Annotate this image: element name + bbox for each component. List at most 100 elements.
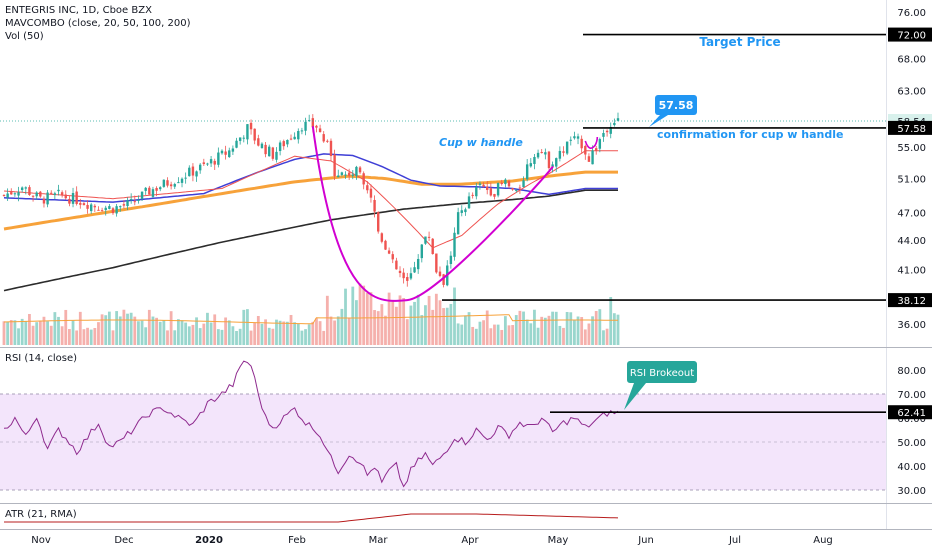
volume-bar: [543, 317, 547, 345]
candle-body: [322, 134, 325, 142]
volume-bar: [184, 322, 188, 345]
candle-body: [565, 141, 569, 154]
volume-bar: [46, 321, 49, 345]
candle-body: [489, 188, 493, 196]
candle-body: [347, 172, 351, 176]
volume-bar: [307, 324, 311, 345]
candle-body: [475, 187, 478, 197]
candle-body: [268, 146, 271, 157]
volume-bar: [75, 330, 79, 345]
candle-body: [540, 152, 543, 154]
candle-body: [595, 148, 598, 151]
candle-body: [453, 232, 456, 257]
price-label-confirmation: 57.58: [897, 124, 926, 135]
volume-bar: [253, 322, 257, 345]
volume-legend[interactable]: Vol (50): [5, 31, 44, 42]
atr-pane-label[interactable]: ATR (21, RMA): [5, 509, 77, 520]
volume-bar: [224, 317, 228, 345]
volume-bar: [144, 327, 148, 345]
volume-bar: [256, 316, 260, 345]
candle-body: [286, 139, 289, 145]
candle-body: [409, 273, 413, 279]
price-tick-label: 63.00: [897, 86, 926, 97]
volume-bar: [238, 328, 242, 345]
volume-bar: [235, 330, 238, 345]
candle-body: [569, 139, 572, 141]
volume-bar: [97, 322, 100, 345]
volume-bar: [187, 326, 191, 345]
volume-bar: [176, 319, 180, 345]
candle-body: [427, 236, 431, 238]
candle-body: [169, 184, 173, 187]
volume-bar: [300, 330, 304, 345]
volume-bar: [49, 325, 53, 345]
candle-body: [119, 206, 122, 208]
volume-bar: [318, 321, 322, 345]
candle-body: [20, 187, 24, 191]
candle-body: [108, 206, 111, 209]
volume-bar: [28, 313, 31, 345]
volume-bar: [478, 321, 482, 345]
volume-bar: [554, 311, 558, 345]
candle-body: [300, 130, 304, 132]
candle-body: [591, 150, 594, 165]
candle-body: [558, 150, 562, 159]
candle-body: [24, 187, 27, 189]
volume-bar: [598, 309, 602, 345]
candle-body: [297, 131, 300, 140]
volume-bar: [202, 323, 206, 345]
candle-body: [478, 183, 482, 185]
volume-bar: [409, 305, 413, 345]
volume-bar: [100, 314, 104, 345]
volume-bar: [137, 321, 140, 345]
price-label-bottom-tag: [888, 293, 932, 308]
volume-bar: [525, 319, 529, 345]
volume-bar: [413, 301, 416, 345]
volume-bar: [93, 327, 97, 345]
atr-line: [4, 513, 619, 523]
candle-body: [10, 192, 13, 195]
candle-body: [264, 144, 267, 155]
volume-bar: [594, 311, 598, 345]
candle-body: [253, 128, 256, 141]
volume-bar: [467, 312, 471, 345]
candle-body: [456, 212, 460, 235]
symbol-legend[interactable]: ENTEGRIS INC, 1D, Cboe BZX: [5, 5, 152, 16]
ma200-line: [3, 189, 618, 292]
candle-body: [242, 137, 245, 139]
volume-bar: [471, 326, 475, 345]
volume-bar: [511, 325, 515, 345]
candle-body: [442, 274, 445, 285]
candle-body: [28, 187, 31, 196]
volume-bar: [191, 324, 195, 345]
candle-body: [493, 194, 496, 197]
volume-bar: [514, 315, 518, 345]
volume-bar: [369, 292, 373, 345]
candle-body: [482, 184, 485, 187]
mavcombo-legend[interactable]: MAVCOMBO (close, 20, 50, 100, 200): [5, 18, 191, 29]
target-price-label: Target Price: [699, 35, 780, 49]
volume-bar: [431, 309, 435, 345]
volume-bar: [53, 312, 57, 345]
volume-bar: [31, 325, 35, 345]
volume-bar: [474, 328, 478, 345]
volume-bar: [6, 321, 10, 345]
time-tick-label: Apr: [461, 535, 479, 546]
candle-body: [46, 192, 49, 205]
time-tick-label: May: [548, 535, 569, 546]
rsi-pane-label[interactable]: RSI (14, close): [5, 353, 78, 364]
volume-bar: [424, 305, 427, 345]
volume-bar: [402, 297, 406, 345]
candle-body: [522, 180, 525, 188]
volume-bar: [394, 306, 398, 345]
volume-bar: [540, 316, 544, 345]
volume-bar: [249, 330, 253, 345]
volume-bar: [296, 323, 300, 345]
candle-body: [369, 188, 373, 198]
candle-body: [616, 118, 620, 121]
candle-body: [293, 136, 296, 140]
candle-body: [384, 240, 387, 250]
candle-body: [137, 199, 140, 201]
volume-bar: [616, 314, 620, 345]
